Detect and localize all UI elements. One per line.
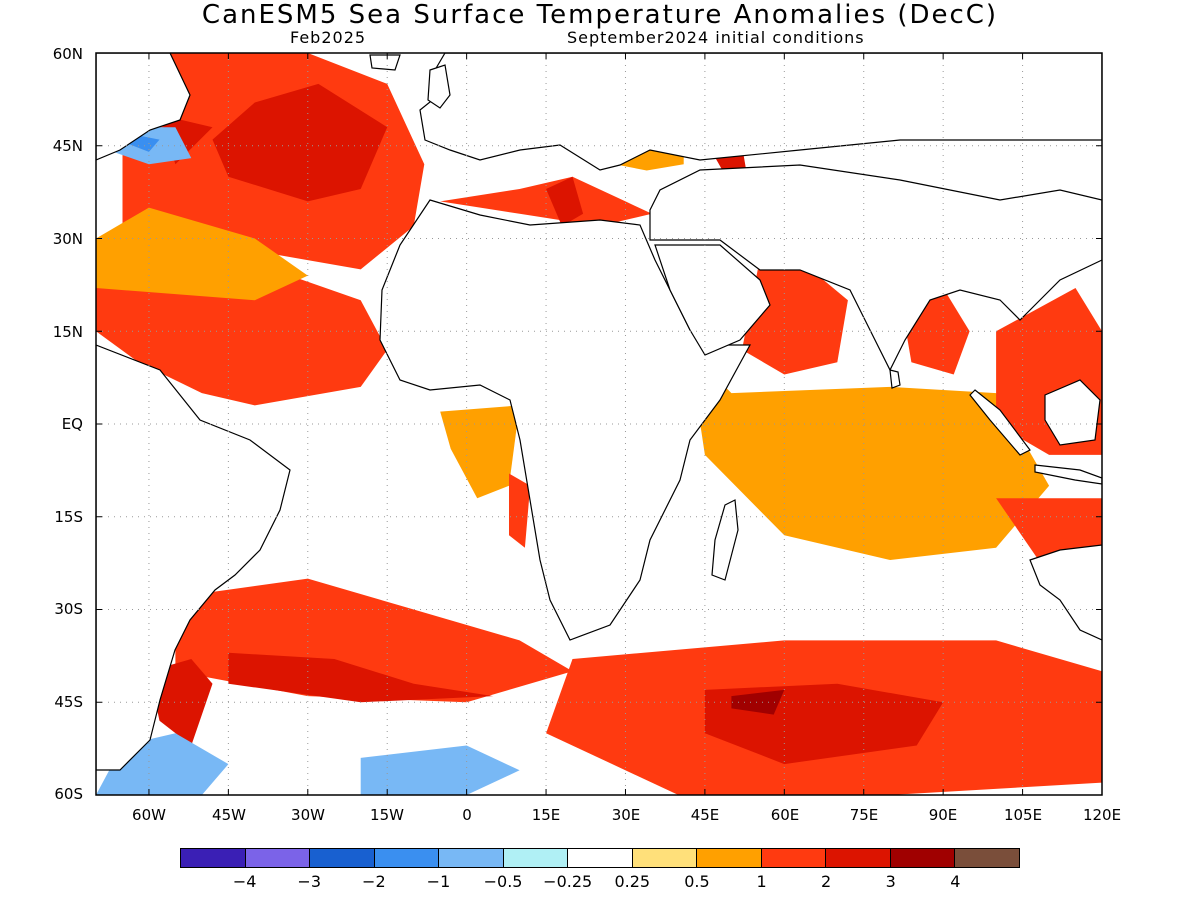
colorbar-swatch bbox=[181, 849, 246, 867]
colorbar-swatch bbox=[697, 849, 762, 867]
sumatra-island bbox=[969, 389, 1031, 456]
anomaly-region-indian-ocean-mid bbox=[689, 349, 1050, 560]
lat-label-30s: 30S bbox=[54, 600, 83, 618]
lon-label-30e: 30E bbox=[611, 806, 641, 824]
colorbar-tick-label: 0.5 bbox=[684, 872, 710, 891]
lon-label-105e: 105E bbox=[1003, 806, 1043, 824]
colorbar-tick-label: −0.25 bbox=[543, 872, 593, 891]
lon-label-15e: 15E bbox=[531, 806, 561, 824]
colorbar-swatch bbox=[890, 849, 956, 867]
lat-label-60n: 60N bbox=[52, 45, 83, 63]
lat-label-15n: 15N bbox=[52, 323, 83, 341]
lon-label-90e: 90E bbox=[928, 806, 958, 824]
colorbar bbox=[180, 848, 1020, 868]
colorbar-swatch bbox=[245, 849, 311, 867]
anomaly-region-west-australia bbox=[996, 498, 1102, 560]
colorbar-tick-label: −1 bbox=[426, 872, 451, 891]
lat-label-60s: 60S bbox=[54, 785, 83, 803]
lon-label-60e: 60E bbox=[770, 806, 800, 824]
anomaly-fields bbox=[96, 53, 1102, 795]
lat-label-30n: 30N bbox=[52, 230, 83, 248]
colorbar-swatch bbox=[374, 849, 440, 867]
colorbar-tick-label: −0.5 bbox=[483, 872, 523, 891]
colorbar-tick-label: 0.25 bbox=[614, 872, 651, 891]
colorbar-swatch bbox=[503, 849, 569, 867]
colorbar-swatch bbox=[955, 849, 1019, 867]
anomaly-region-arabian-sea bbox=[742, 269, 848, 375]
colorbar-tick-label: −4 bbox=[232, 872, 257, 891]
colorbar-tick-label: 4 bbox=[950, 872, 961, 891]
north-america-landmass bbox=[96, 53, 191, 161]
java-island bbox=[1034, 464, 1102, 485]
lat-label-15s: 15S bbox=[54, 508, 83, 526]
lat-label-45n: 45N bbox=[52, 137, 83, 155]
landmasses bbox=[96, 53, 1102, 771]
anomaly-region-north-atlantic-core bbox=[212, 83, 388, 202]
axis-ticks bbox=[96, 52, 1103, 796]
lon-label-60w: 60W bbox=[132, 806, 166, 824]
british-isles bbox=[427, 64, 451, 109]
anomaly-region-south-indian-cool bbox=[863, 572, 997, 610]
africa-landmass bbox=[379, 199, 752, 641]
south-america-landmass bbox=[96, 344, 291, 771]
anomaly-region-mediterranean bbox=[440, 176, 652, 227]
anomaly-region-benguela bbox=[509, 473, 531, 548]
lat-label-eq: EQ bbox=[61, 415, 83, 433]
map-title: CanESM5 Sea Surface Temperature Anomalie… bbox=[201, 0, 999, 30]
lon-label-120e: 120E bbox=[1082, 806, 1122, 824]
anomaly-region-mediterranean-warm bbox=[546, 176, 584, 227]
australia-landmass bbox=[1029, 544, 1102, 641]
lon-label-0: 0 bbox=[462, 806, 472, 824]
colorbar-swatch bbox=[826, 849, 891, 867]
colorbar-swatch bbox=[632, 849, 698, 867]
colorbar-swatch bbox=[439, 849, 504, 867]
europe-landmass bbox=[419, 53, 1102, 171]
lon-label-45e: 45E bbox=[690, 806, 720, 824]
anomaly-region-south-atlantic-core bbox=[228, 652, 494, 703]
anomaly-region-southern-indian-hot bbox=[731, 689, 785, 715]
anomaly-region-subtropical-north-atlantic bbox=[96, 207, 308, 301]
colorbar-swatch bbox=[761, 849, 827, 867]
graticule bbox=[96, 53, 1102, 795]
colorbar-tick-label: 1 bbox=[756, 872, 767, 891]
iceland-island bbox=[369, 54, 401, 71]
anomaly-region-atlantic-southern-cold bbox=[360, 745, 520, 795]
colorbar-swatch bbox=[568, 849, 633, 867]
asia-landmass bbox=[649, 164, 1102, 372]
borneo-island bbox=[1044, 379, 1101, 446]
sri-lanka-island bbox=[889, 369, 901, 389]
lon-label-75e: 75E bbox=[849, 806, 879, 824]
anomaly-region-gulf-of-guinea bbox=[440, 405, 520, 499]
initial-conditions: September2024 initial conditions bbox=[567, 28, 865, 47]
lon-label-45w: 45W bbox=[212, 806, 246, 824]
colorbar-tick-label: −2 bbox=[362, 872, 386, 891]
lon-label-15w: 15W bbox=[370, 806, 404, 824]
lon-label-30w: 30W bbox=[291, 806, 325, 824]
colorbar-tick-label: 3 bbox=[885, 872, 896, 891]
arabian-peninsula bbox=[654, 244, 771, 356]
colorbar-tick-label: −3 bbox=[297, 872, 322, 891]
madagascar-island bbox=[711, 499, 739, 581]
forecast-month: Feb2025 bbox=[290, 28, 367, 47]
colorbar-swatch bbox=[310, 849, 375, 867]
colorbar-tick-label: 2 bbox=[821, 872, 832, 891]
lat-label-45s: 45S bbox=[54, 693, 83, 711]
